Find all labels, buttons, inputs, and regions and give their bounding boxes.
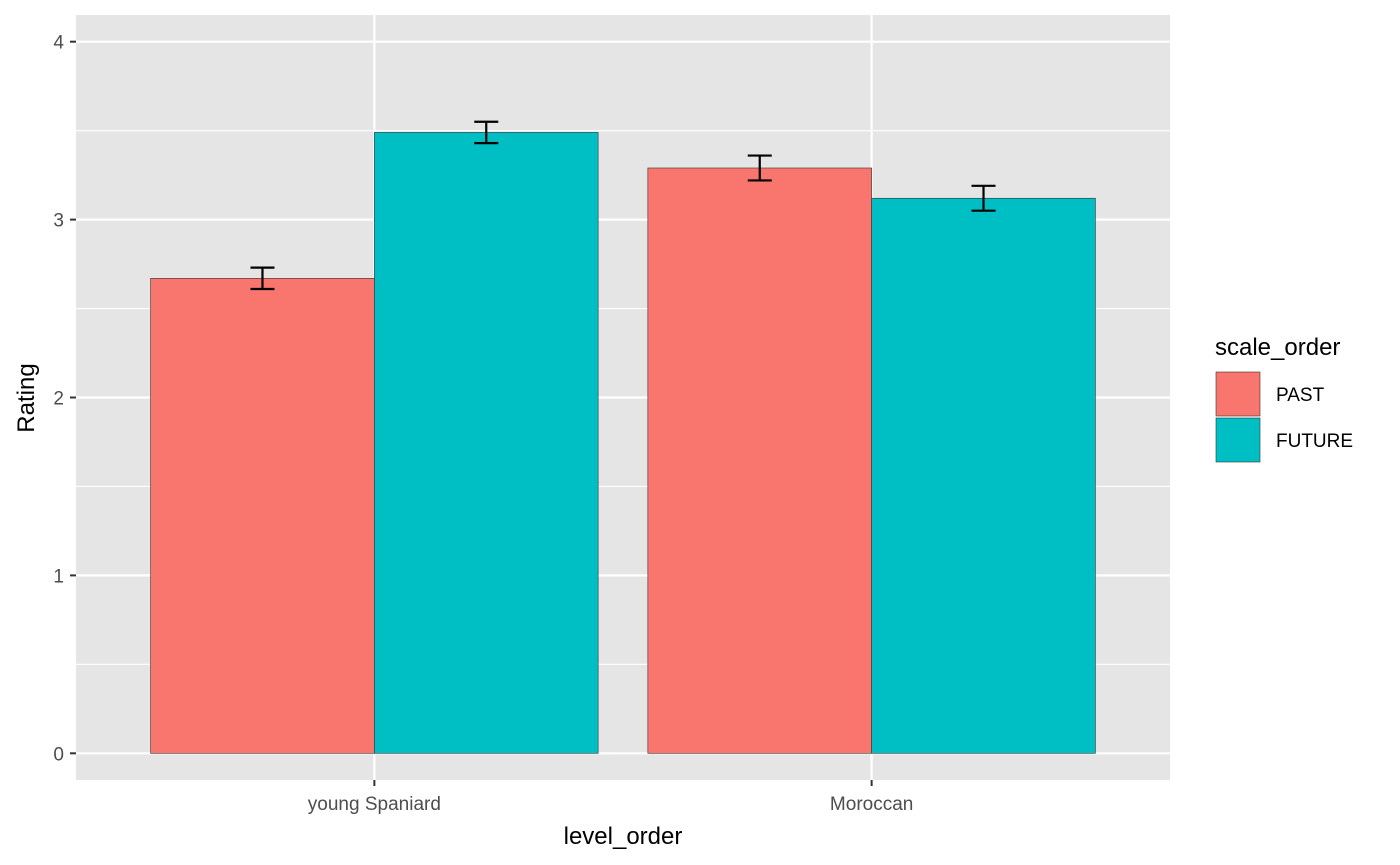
bar-future-moroccan [871,197,1096,754]
x-tick-label: young Spaniard [308,794,441,815]
y-axis-title: Rating [13,363,40,432]
y-tick-label: 1 [53,566,64,587]
legend-key-future [1215,417,1261,463]
error-bars-layer [250,120,996,291]
legend-label-future: FUTURE [1276,431,1353,452]
bar-past-young-spaniard [150,278,375,754]
bar-past-moroccan [647,167,872,754]
bars-layer [150,132,1096,754]
bar-future-young-spaniard [374,132,599,754]
y-tick-label: 2 [53,389,64,410]
y-tick-label: 0 [53,744,64,765]
y-tick-label: 4 [53,33,64,54]
legend-title: scale_order [1215,334,1340,361]
legend: scale_order PAST FUTURE [1215,334,1353,463]
y-tick-label: 3 [53,211,64,232]
x-axis: young Spaniard Moroccan [308,780,913,815]
legend-label-past: PAST [1276,385,1325,406]
legend-key-past [1215,371,1261,417]
x-axis-title: level_order [564,823,683,850]
y-axis: 0 1 2 3 4 [53,33,76,765]
x-tick-label: Moroccan [830,794,913,815]
